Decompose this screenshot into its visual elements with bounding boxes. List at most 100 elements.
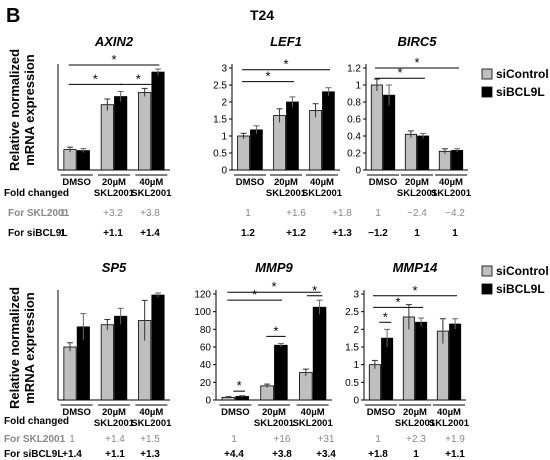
- chart-title: MMP9: [255, 260, 293, 275]
- y-tick-label: 1.5: [213, 115, 227, 126]
- category-label: DMSO: [236, 177, 265, 188]
- fold-skl-value: 1: [60, 208, 66, 219]
- y-tick-label: 1.5: [345, 343, 359, 354]
- panel-label: B: [6, 5, 20, 27]
- significance-star: *: [271, 279, 276, 294]
- category-label: 20µM: [102, 407, 126, 418]
- bar-sicontrol: [402, 316, 415, 401]
- fold-changed-label-top: Fold changed: [4, 188, 69, 199]
- bar-sicontrol: [404, 133, 417, 171]
- y-axis-label-top-line2: mRNA expression: [22, 54, 37, 166]
- bar-sicontrol: [138, 92, 152, 171]
- bar-sibcl9l: [250, 129, 263, 171]
- bar-sicontrol: [63, 346, 77, 401]
- category-label: SKL2001: [395, 418, 436, 429]
- fold-sibcl9l-value: +1.2: [286, 228, 306, 239]
- significance-star: *: [395, 294, 400, 309]
- bar-sicontrol: [273, 115, 286, 171]
- legend-label-sibcl9l: siBCL9L: [496, 282, 545, 296]
- y-tick-label: 0.2: [347, 149, 361, 160]
- category-label: DMSO: [62, 407, 91, 418]
- category-label: SKL2001: [293, 418, 334, 429]
- bar-sibcl9l: [274, 344, 288, 401]
- fold-sibcl9l-value: 1: [413, 449, 419, 460]
- y-tick-label: 3: [353, 290, 359, 301]
- category-label: 40µM: [301, 407, 325, 418]
- y-tick-label: 60: [200, 343, 212, 354]
- y-tick-label: 0.4: [347, 132, 361, 143]
- category-label: 40µM: [139, 177, 163, 188]
- fold-skl-value: +3.2: [103, 208, 123, 219]
- bar-sicontrol: [100, 104, 114, 171]
- y-tick-label: 2: [353, 325, 359, 336]
- bar-sicontrol: [299, 372, 313, 401]
- fold-skl-value: +1.6: [286, 208, 306, 219]
- category-label: 20µM: [274, 177, 298, 188]
- significance-star: *: [397, 65, 402, 80]
- y-tick-label: 0.6: [347, 115, 361, 126]
- for-skl-label-top: For SKL2001: [8, 208, 70, 219]
- fold-skl-value: +2.3: [406, 434, 426, 445]
- category-label: SKL2001: [254, 418, 295, 429]
- chart-title: SP5: [102, 260, 127, 275]
- fold-skl-value: +1.9: [445, 434, 465, 445]
- category-label: SKL2001: [397, 188, 438, 199]
- chart-title: BIRC5: [397, 34, 437, 49]
- y-axis-label-top: Relative normalizedmRNA expression: [7, 49, 37, 171]
- category-label: 40µM: [310, 177, 334, 188]
- for-skl-label-bottom: For SKL2001: [4, 434, 66, 445]
- chart-birc5: BIRC5 0 0.2 0.4 0.6 0.8 1 1.2 * * DMSO 20µMSKL20014…: [347, 34, 472, 239]
- significance-star: *: [111, 52, 116, 67]
- legend-bottom: siControl siBCL9L: [481, 264, 549, 296]
- y-tick-label: 0.8: [347, 98, 361, 109]
- legend-label-sibcl9l: siBCL9L: [496, 85, 545, 99]
- category-label: SKL2001: [302, 188, 343, 199]
- bar-sibcl9l: [76, 150, 90, 171]
- y-tick-label: 0: [355, 166, 361, 177]
- category-label: 20µM: [262, 407, 286, 418]
- category-label: SKL2001: [131, 418, 172, 429]
- y-tick-label: 2: [221, 98, 227, 109]
- bar-sicontrol: [309, 110, 322, 171]
- y-axis-label-bottom-line2: mRNA expression: [22, 292, 37, 404]
- fold-sibcl9l-value: +1.4: [62, 449, 82, 460]
- legend-top: siControl siBCL9L: [481, 67, 549, 99]
- fold-skl-value: +1.4: [105, 434, 125, 445]
- bar-sicontrol: [370, 84, 383, 171]
- bar-sibcl9l: [312, 306, 327, 401]
- category-label: 40µM: [439, 177, 463, 188]
- bar-sibcl9l: [286, 101, 299, 171]
- chart-title: MMP14: [393, 260, 439, 275]
- fold-skl-value: 1: [231, 434, 237, 445]
- y-tick-label: 120: [194, 290, 211, 301]
- bar-sicontrol: [438, 150, 451, 171]
- bar-sicontrol: [63, 149, 77, 171]
- y-axis-label-bottom-line1: Relative normalized: [7, 287, 22, 409]
- category-label: DMSO: [221, 407, 250, 418]
- category-label: 20µM: [102, 177, 126, 188]
- fold-skl-value: 1: [375, 434, 381, 445]
- category-label: SKL2001: [429, 418, 470, 429]
- y-tick-label: 0: [353, 396, 359, 407]
- fold-sibcl9l-value: +4.4: [224, 449, 244, 460]
- y-axis-label-bottom: Relative normalizedmRNA expression: [7, 287, 37, 409]
- category-label: SKL2001: [431, 188, 472, 199]
- category-label: SKL2001: [131, 188, 172, 199]
- fold-sibcl9l-value: +3.4: [316, 449, 336, 460]
- y-tick-label: 0: [221, 166, 227, 177]
- category-label: 20µM: [403, 407, 427, 418]
- bar-sicontrol: [368, 364, 381, 401]
- bar-sibcl9l: [415, 321, 428, 401]
- fold-sibcl9l-value: 1: [452, 228, 458, 239]
- fold-sibcl9l-value: −1.2: [368, 228, 388, 239]
- significance-star: *: [412, 283, 417, 298]
- chart-title: AXIN2: [94, 34, 134, 49]
- cell-line-title: T24: [250, 7, 274, 23]
- fold-sibcl9l-value: +1.8: [368, 449, 388, 460]
- y-tick-label: 1: [221, 132, 227, 143]
- fold-changed-label-bottom: Fold changed: [4, 416, 69, 427]
- bar-sibcl9l: [449, 323, 462, 401]
